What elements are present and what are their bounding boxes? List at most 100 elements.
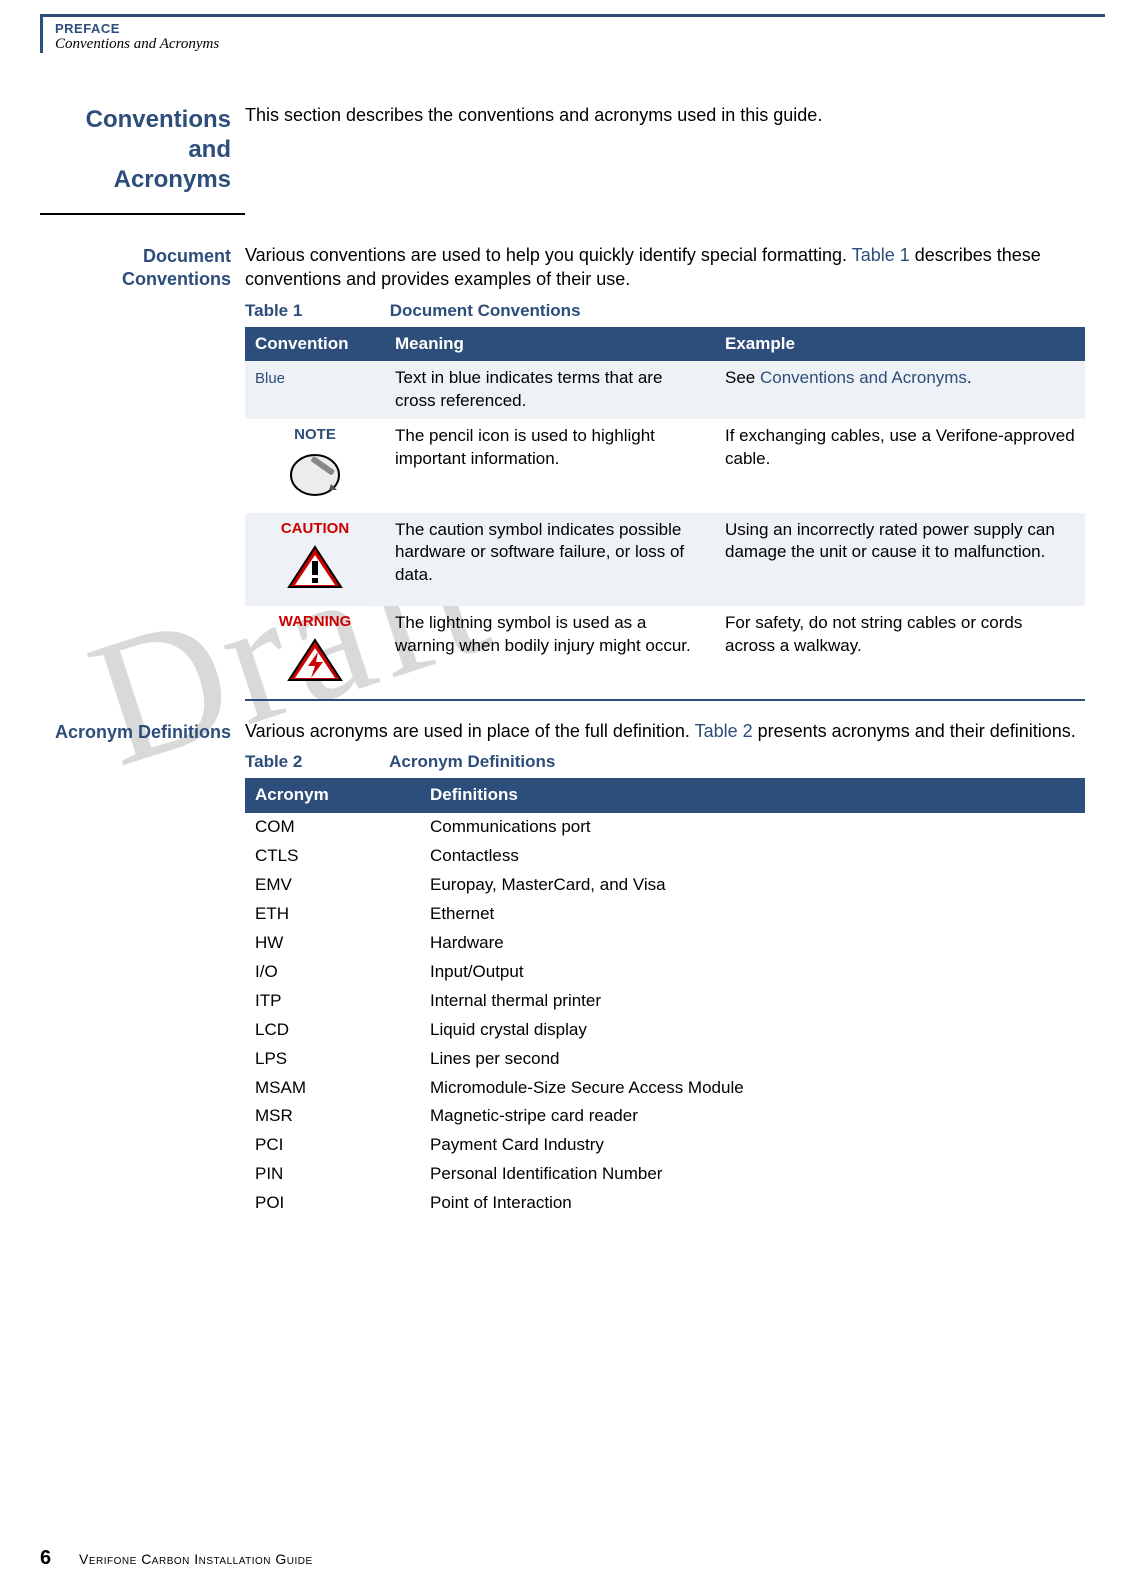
- definition-cell: Internal thermal printer: [420, 987, 1085, 1016]
- example-cell: For safety, do not string cables or cord…: [715, 606, 1085, 700]
- table2-caption: Table 2 Acronym Definitions: [245, 751, 1085, 774]
- example-cell: If exchanging cables, use a Verifone-app…: [715, 419, 1085, 512]
- header-subsection: Conventions and Acronyms: [55, 36, 1105, 53]
- table-row: MSRMagnetic-stripe card reader: [245, 1102, 1085, 1131]
- warning-icon: [285, 636, 345, 693]
- acronym-cell: LCD: [245, 1016, 420, 1045]
- page-number: 6: [40, 1547, 51, 1569]
- table-row: PINPersonal Identification Number: [245, 1160, 1085, 1189]
- definition-cell: Micromodule-Size Secure Access Module: [420, 1074, 1085, 1103]
- heading-line1: Document: [143, 246, 231, 266]
- table-row: COMCommunications port: [245, 813, 1085, 842]
- subsection-intro: Various conventions are used to help you…: [245, 243, 1085, 292]
- subsection-intro: Various acronyms are used in place of th…: [245, 719, 1085, 743]
- note-label: NOTE: [255, 425, 375, 445]
- table1-caption: Table 1 Document Conventions: [245, 300, 1085, 323]
- header-section: PREFACE: [55, 21, 1105, 36]
- section-intro: This section describes the conventions a…: [245, 103, 1085, 127]
- footer-title: Verifone Carbon Installation Guide: [79, 1551, 313, 1567]
- definition-cell: Point of Interaction: [420, 1189, 1085, 1218]
- acronym-cell: EMV: [245, 871, 420, 900]
- table-header-row: Convention Meaning Example: [245, 327, 1085, 362]
- convention-blue: Blue: [255, 370, 285, 387]
- definition-cell: Magnetic-stripe card reader: [420, 1102, 1085, 1131]
- acronym-cell: LPS: [245, 1045, 420, 1074]
- col-definitions: Definitions: [420, 778, 1085, 813]
- table-row: CAUTION The caution symbol indicates pos…: [245, 513, 1085, 606]
- acronym-cell: I/O: [245, 958, 420, 987]
- table-acronym-definitions: Acronym Definitions COMCommunications po…: [245, 778, 1085, 1218]
- meaning-cell: Text in blue indicates terms that are cr…: [385, 361, 715, 419]
- intro-text1: Various conventions are used to help you…: [245, 245, 852, 265]
- acronym-cell: HW: [245, 929, 420, 958]
- table-row: CTLSContactless: [245, 842, 1085, 871]
- cross-ref-link[interactable]: Table 2: [695, 721, 753, 741]
- intro-text2: presents acronyms and their definitions.: [753, 721, 1076, 741]
- page-header: PREFACE Conventions and Acronyms: [40, 14, 1105, 53]
- example-cell: See Conventions and Acronyms.: [715, 361, 1085, 419]
- table-header-row: Acronym Definitions: [245, 778, 1085, 813]
- definition-cell: Input/Output: [420, 958, 1085, 987]
- definition-cell: Ethernet: [420, 900, 1085, 929]
- heading-line1: Conventions and: [86, 106, 231, 163]
- table-row: I/OInput/Output: [245, 958, 1085, 987]
- table-row: ETHEthernet: [245, 900, 1085, 929]
- table-row: NOTE The pencil icon is used to highligh…: [245, 419, 1085, 512]
- meaning-cell: The caution symbol indicates possible ha…: [385, 513, 715, 606]
- acronym-cell: MSR: [245, 1102, 420, 1131]
- section-heading-conventions: Conventions and Acronyms: [40, 103, 245, 215]
- caution-label: CAUTION: [255, 519, 375, 539]
- table-title: Acronym Definitions: [389, 752, 555, 771]
- table-row: PCIPayment Card Industry: [245, 1131, 1085, 1160]
- meaning-cell: The lightning symbol is used as a warnin…: [385, 606, 715, 700]
- heading-line2: Acronyms: [114, 166, 231, 193]
- table-row: MSAMMicromodule-Size Secure Access Modul…: [245, 1074, 1085, 1103]
- caution-icon: [285, 543, 345, 600]
- definition-cell: Hardware: [420, 929, 1085, 958]
- acronym-cell: PIN: [245, 1160, 420, 1189]
- acronym-cell: PCI: [245, 1131, 420, 1160]
- example-post: .: [967, 368, 972, 387]
- acronym-cell: ETH: [245, 900, 420, 929]
- table-row: LCDLiquid crystal display: [245, 1016, 1085, 1045]
- col-example: Example: [715, 327, 1085, 362]
- subsection-heading-acronym-definitions: Acronym Definitions: [40, 719, 245, 1218]
- meaning-cell: The pencil icon is used to highlight imp…: [385, 419, 715, 512]
- col-convention: Convention: [245, 327, 385, 362]
- table-row: Blue Text in blue indicates terms that a…: [245, 361, 1085, 419]
- example-cell: Using an incorrectly rated power supply …: [715, 513, 1085, 606]
- definition-cell: Payment Card Industry: [420, 1131, 1085, 1160]
- definition-cell: Communications port: [420, 813, 1085, 842]
- subsection-heading-document-conventions: Document Conventions: [40, 243, 245, 701]
- definition-cell: Europay, MasterCard, and Visa: [420, 871, 1085, 900]
- heading-line2: Conventions: [122, 269, 231, 289]
- table-document-conventions: Convention Meaning Example Blue Text in …: [245, 327, 1085, 701]
- table-row: HWHardware: [245, 929, 1085, 958]
- intro-text1: Various acronyms are used in place of th…: [245, 721, 695, 741]
- acronym-cell: CTLS: [245, 842, 420, 871]
- table-row: ITPInternal thermal printer: [245, 987, 1085, 1016]
- warning-label: WARNING: [255, 612, 375, 632]
- table-row: POIPoint of Interaction: [245, 1189, 1085, 1218]
- cross-ref-link[interactable]: Table 1: [852, 245, 910, 265]
- col-acronym: Acronym: [245, 778, 420, 813]
- definition-cell: Lines per second: [420, 1045, 1085, 1074]
- definition-cell: Contactless: [420, 842, 1085, 871]
- table-row: WARNING The lightning symbol is used as …: [245, 606, 1085, 700]
- definition-cell: Personal Identification Number: [420, 1160, 1085, 1189]
- example-pre: See: [725, 368, 760, 387]
- acronym-cell: ITP: [245, 987, 420, 1016]
- cross-ref-link[interactable]: Conventions and Acronyms: [760, 368, 967, 387]
- table-number: Table 2: [245, 751, 385, 774]
- note-icon: [285, 450, 345, 507]
- acronym-cell: POI: [245, 1189, 420, 1218]
- acronym-cell: COM: [245, 813, 420, 842]
- col-meaning: Meaning: [385, 327, 715, 362]
- page-content: Conventions and Acronyms This section de…: [40, 103, 1085, 1218]
- table-row: LPSLines per second: [245, 1045, 1085, 1074]
- acronym-cell: MSAM: [245, 1074, 420, 1103]
- page-footer: 6 Verifone Carbon Installation Guide: [40, 1547, 313, 1570]
- definition-cell: Liquid crystal display: [420, 1016, 1085, 1045]
- table-title: Document Conventions: [390, 301, 581, 320]
- table-number: Table 1: [245, 300, 385, 323]
